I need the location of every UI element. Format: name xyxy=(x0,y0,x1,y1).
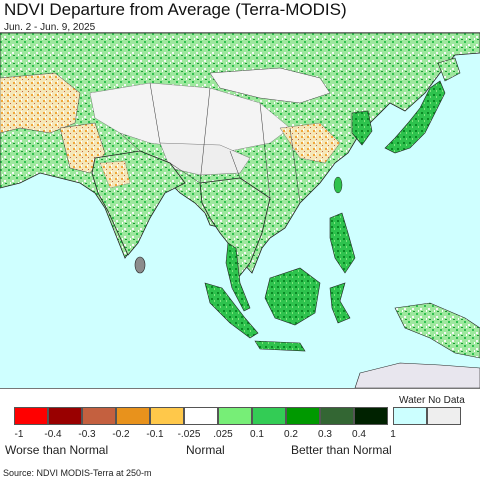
india-west-dry xyxy=(99,160,131,189)
legend-tick: 0.4 xyxy=(352,429,366,440)
legend-tick: 0.1 xyxy=(250,429,264,440)
legend-swatch-10 xyxy=(354,407,388,425)
water-no-data-label: Water No Data xyxy=(399,395,465,406)
borneo xyxy=(264,267,321,326)
legend-swatch-0 xyxy=(14,407,48,425)
legend-swatch-1 xyxy=(48,407,82,425)
legend-swatch-nodata xyxy=(427,407,461,425)
legend-swatch-9 xyxy=(320,407,354,425)
legend-tick: .025 xyxy=(213,429,233,440)
legend-tick: 0.3 xyxy=(318,429,332,440)
australia xyxy=(354,362,480,388)
taiwan xyxy=(333,176,343,194)
legend-swatch-5 xyxy=(184,407,218,425)
legend-tick: -0.2 xyxy=(112,429,130,440)
legend-worse-label: Worse than Normal xyxy=(5,443,109,457)
source-note: Source: NDVI MODIS-Terra at 250-m xyxy=(3,468,152,478)
country-borders xyxy=(119,82,301,204)
mongolia-region xyxy=(209,67,331,104)
legend-better-label: Better than Normal xyxy=(291,443,392,457)
legend-tick: -.025 xyxy=(177,429,201,440)
sulawesi xyxy=(329,282,351,324)
legend-swatch-6 xyxy=(218,407,252,425)
philippines xyxy=(329,212,356,274)
hokkaido xyxy=(437,57,461,82)
sumatra xyxy=(204,282,259,339)
new-guinea xyxy=(394,302,480,359)
legend-swatch-4 xyxy=(150,407,184,425)
legend-swatch-8 xyxy=(286,407,320,425)
ndvi-map xyxy=(0,32,480,389)
legend-swatch-2 xyxy=(82,407,116,425)
legend-tick: -0.1 xyxy=(146,429,164,440)
legend-normal-label: Normal xyxy=(186,443,225,457)
central-asia-interior xyxy=(89,82,291,152)
page-title: NDVI Departure from Average (Terra-MODIS… xyxy=(4,0,347,19)
legend-tick: -0.4 xyxy=(44,429,62,440)
legend-tick: 1 xyxy=(390,429,396,440)
japan xyxy=(384,80,446,154)
legend-color-bar xyxy=(14,407,461,425)
legend-tick: 0.2 xyxy=(284,429,298,440)
legend-swatch-7 xyxy=(252,407,286,425)
legend-swatch-water xyxy=(393,407,427,425)
date-range: Jun. 2 - Jun. 9, 2025 xyxy=(4,22,96,33)
korea xyxy=(351,110,373,146)
malay-peninsula xyxy=(225,242,251,312)
java xyxy=(254,340,306,352)
legend-swatch-3 xyxy=(116,407,150,425)
sri-lanka xyxy=(134,256,146,274)
map-canvas xyxy=(0,33,480,388)
legend-tick: -0.3 xyxy=(78,429,96,440)
legend-tick: -1 xyxy=(14,429,24,440)
china-east-dry xyxy=(279,122,341,164)
